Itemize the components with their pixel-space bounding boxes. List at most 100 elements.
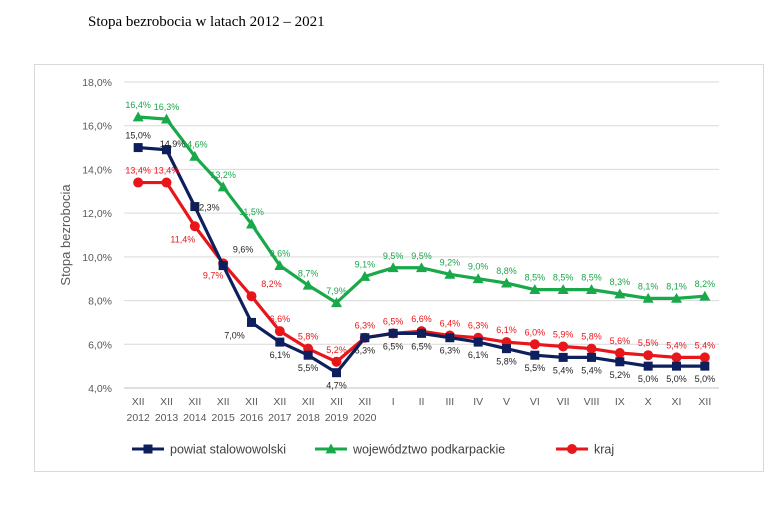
data-point-triangle [444, 268, 456, 279]
data-label: 8,2% [261, 279, 282, 289]
data-label: 9,0% [468, 262, 489, 272]
data-label: 6,0% [525, 327, 546, 337]
legend: powiat stalowowolski województwo podkarpa… [132, 443, 614, 457]
data-point-triangle [671, 292, 682, 303]
data-label: 6,5% [383, 316, 404, 326]
data-point-square [700, 361, 710, 371]
data-label: 6,6% [411, 314, 432, 324]
series-layer [132, 111, 711, 378]
data-point-circle [614, 348, 625, 359]
data-label: 5,2% [610, 370, 631, 380]
data-point-square [530, 350, 540, 360]
x-tick-label: IX [615, 396, 625, 408]
legend-swatch-marker [325, 443, 337, 454]
data-label: 8,5% [553, 273, 574, 283]
legend-label: województwo podkarpackie [352, 443, 505, 457]
data-point-square [417, 328, 426, 338]
data-label: 9,1% [355, 260, 376, 270]
data-point-square [218, 261, 228, 271]
x-tick-year-label: 2018 [296, 412, 320, 424]
data-label: 5,8% [496, 357, 517, 367]
data-label: 6,3% [355, 346, 376, 356]
data-label: 8,7% [298, 268, 319, 278]
data-point-circle [586, 343, 597, 354]
y-tick-label: 10,0% [82, 252, 112, 264]
data-point-circle [133, 177, 144, 188]
data-point-triangle [557, 284, 569, 295]
data-point-triangle [501, 277, 512, 288]
data-point-triangle [529, 284, 541, 295]
x-tick-label: XII [160, 396, 173, 408]
data-label: 6,4% [440, 319, 461, 329]
y-axis-title: Stopa bezrobocia [58, 184, 73, 286]
x-tick-year-label: 2020 [353, 412, 377, 424]
data-label: 5,8% [298, 332, 319, 342]
x-tick-label: III [445, 396, 454, 408]
data-point-triangle [246, 218, 257, 229]
data-label: 7,0% [224, 330, 245, 340]
x-tick-year-label: 2013 [155, 412, 179, 424]
data-label: 6,5% [383, 341, 404, 351]
data-label: 14,6% [182, 139, 208, 149]
x-tick-label: XI [672, 396, 682, 408]
data-label: 8,3% [610, 277, 631, 287]
data-point-triangle [416, 262, 427, 273]
data-point-circle [529, 339, 540, 350]
legend-entry: województwo podkarpackie [315, 443, 505, 457]
data-point-triangle [302, 279, 314, 290]
data-point-square [247, 317, 256, 327]
data-label: 15,0% [125, 131, 151, 141]
legend-label: kraj [594, 443, 614, 457]
data-label: 5,5% [638, 338, 659, 348]
data-label: 9,6% [270, 249, 291, 259]
x-tick-label: XII [217, 396, 230, 408]
x-tick-label: XII [245, 396, 258, 408]
data-point-triangle [161, 113, 172, 124]
x-tick-label: I [392, 396, 395, 408]
x-tick-year-label: 2014 [183, 412, 207, 424]
data-label: 5,5% [298, 363, 319, 373]
data-label: 6,1% [270, 350, 291, 360]
x-tick-label: XII [358, 396, 371, 408]
data-point-circle [331, 356, 342, 367]
data-label: 14,9% [160, 139, 186, 149]
data-label: 6,3% [440, 346, 461, 356]
x-tick-label: XII [273, 396, 286, 408]
page-title: Stopa bezrobocia w latach 2012 – 2021 [88, 14, 325, 30]
data-point-square [133, 143, 143, 153]
x-tick-year-label: 2012 [126, 412, 150, 424]
data-label: 5,0% [666, 374, 687, 384]
data-label: 6,1% [496, 325, 517, 335]
data-point-square [558, 352, 568, 362]
data-label: 12,3% [194, 203, 220, 213]
data-label: 8,2% [695, 279, 716, 289]
data-point-triangle [387, 262, 399, 273]
data-point-circle [699, 352, 710, 363]
data-point-triangle [274, 260, 286, 270]
data-point-circle [643, 350, 654, 361]
data-label: 5,0% [695, 374, 716, 384]
y-tick-label: 12,0% [82, 208, 112, 220]
y-tick-label: 18,0% [82, 77, 112, 89]
data-point-square [275, 337, 285, 347]
data-label: 5,4% [581, 365, 602, 375]
x-tick-year-label: 2017 [268, 412, 292, 424]
data-label: 5,0% [638, 374, 659, 384]
data-label: 11,5% [239, 207, 264, 217]
data-label: 6,6% [270, 314, 291, 324]
axis-layer: 4,0%6,0%8,0%10,0%12,0%14,0%16,0%18,0%XII… [58, 77, 719, 424]
data-point-circle [274, 326, 285, 337]
data-label: 4,7% [326, 381, 347, 391]
x-tick-year-label: 2016 [240, 412, 264, 424]
data-point-triangle [472, 273, 484, 284]
x-tick-year-label: 2015 [211, 412, 235, 424]
data-point-square [473, 337, 483, 347]
data-label: 5,4% [553, 365, 574, 375]
x-tick-label: VII [557, 396, 570, 408]
legend-label: powiat stalowowolski [170, 443, 286, 457]
data-label: 9,6% [233, 245, 254, 255]
data-label: 5,4% [666, 340, 687, 350]
data-point-square [502, 344, 511, 354]
data-label: 13,4% [154, 166, 180, 176]
data-label: 9,5% [383, 251, 404, 261]
